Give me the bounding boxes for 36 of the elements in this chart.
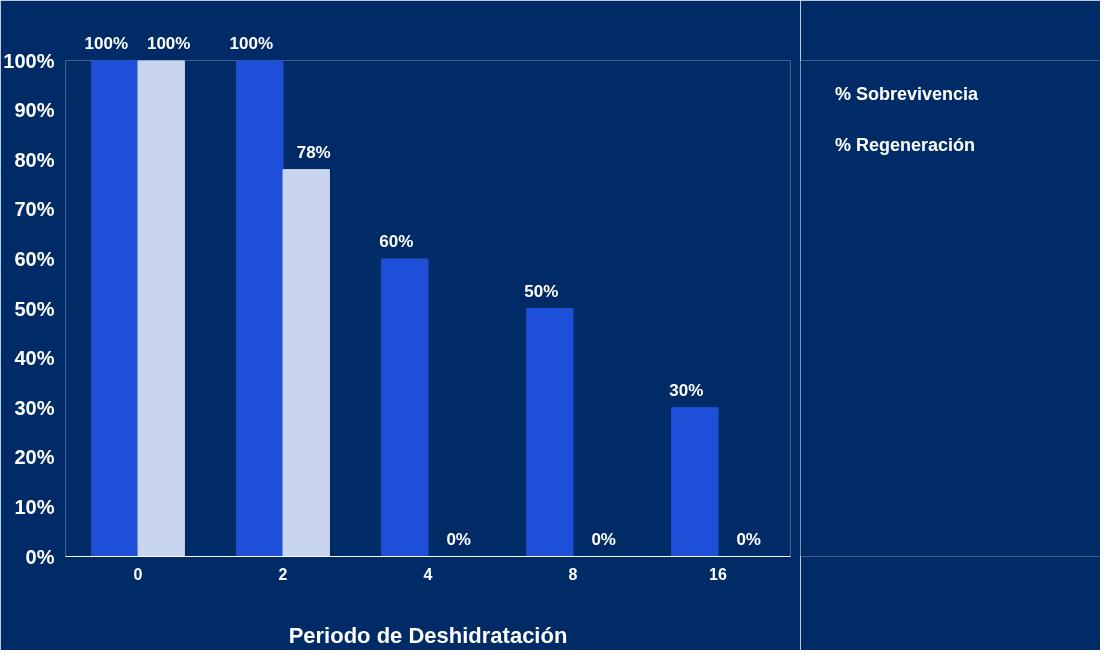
data-label: 78% bbox=[296, 143, 331, 164]
y-tick-label: 10% bbox=[14, 495, 55, 518]
y-tick-label: 90% bbox=[14, 99, 55, 122]
y-tick-label: 40% bbox=[14, 347, 55, 370]
data-label: 100% bbox=[84, 34, 129, 54]
y-tick-label: 70% bbox=[14, 198, 55, 221]
bar bbox=[282, 169, 330, 557]
x-axis-title: Periodo de Deshidratación bbox=[288, 622, 568, 648]
bar bbox=[381, 258, 429, 557]
bar bbox=[91, 60, 139, 557]
text: % Regeneración bbox=[835, 135, 976, 156]
x-tick-label: 0 bbox=[133, 565, 143, 583]
x-tick-label: 16 bbox=[709, 565, 727, 583]
data-label: 30% bbox=[669, 381, 704, 402]
y-tick-label: 100% bbox=[3, 49, 55, 72]
bar bbox=[526, 308, 574, 557]
data-label: 0% bbox=[591, 530, 616, 550]
y-tick-label: 20% bbox=[14, 446, 55, 469]
data-label: 60% bbox=[379, 232, 414, 253]
text: % Sobrevivencia bbox=[835, 84, 979, 105]
x-tick-label: 4 bbox=[423, 565, 433, 583]
x-tick-label: 2 bbox=[278, 565, 288, 583]
data-label: 0% bbox=[446, 530, 471, 550]
y-tick-label: 30% bbox=[14, 396, 55, 419]
data-label: 0% bbox=[736, 530, 761, 550]
y-tick-label: 60% bbox=[14, 247, 55, 270]
y-tick-label: 0% bbox=[25, 545, 55, 568]
x-tick-label: 8 bbox=[568, 565, 578, 583]
bar bbox=[137, 60, 185, 557]
data-label: 100% bbox=[146, 34, 191, 54]
bar bbox=[236, 60, 284, 557]
bar bbox=[671, 407, 719, 557]
y-tick-label: 50% bbox=[14, 297, 55, 320]
data-label: 50% bbox=[524, 282, 559, 302]
y-tick-label: 80% bbox=[14, 148, 55, 171]
data-label: 100% bbox=[229, 34, 274, 54]
